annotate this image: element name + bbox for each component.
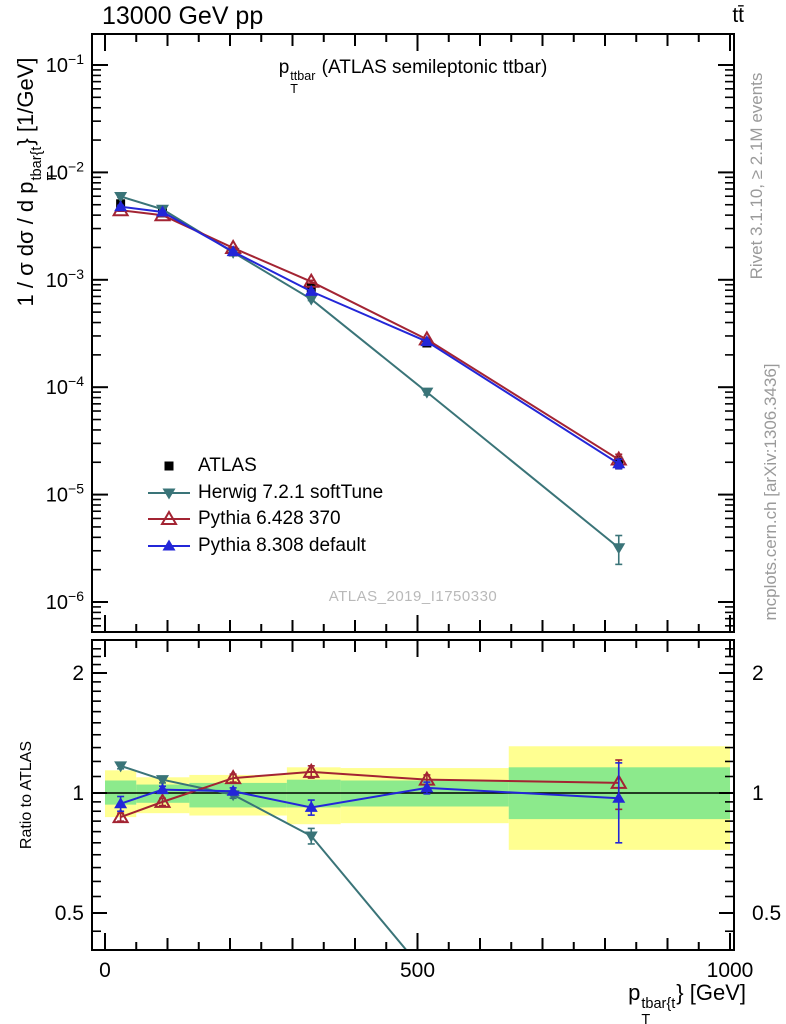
x-tick-label: 500 [400,959,435,982]
rivet-version-note: Rivet 3.1.10, ≥ 2.1M events [747,72,766,280]
observable-title-sub: T [290,82,298,97]
series-main [111,201,628,467]
header-beam-title: 13000 GeV pp [102,2,264,30]
y-tick-label: 10−2 [46,158,84,184]
observable-title-rest: (ATLAS semileptonic ttbar) [316,57,548,78]
y-tick-label: 10−3 [46,266,84,292]
x-tick-label: 0 [99,959,111,982]
ratio-tick-label-left: 1 [72,782,84,805]
legend-marker-triangle-up-filled [148,539,190,551]
series-main [116,199,624,470]
y-tick-label: 10−1 [46,51,84,77]
legend-item: ATLAS [146,453,383,480]
series-main [114,200,626,470]
main-y-axis-label: 1 / σ dσ / d p tbar{t T} [1/GeV] [13,57,61,307]
legend-item-label: Pythia 6.428 370 [198,508,341,530]
ratio-tick-label-left: 2 [72,662,84,685]
analysis-watermark: ATLAS_2019_I1750330 [328,588,498,605]
observable-title-base: p [278,57,290,78]
uncertainty-bands [105,746,730,850]
legend-item-label: Pythia 8.308 default [198,534,366,556]
ratio-tick-label-right: 1 [752,782,764,805]
legend-item: Pythia 8.308 default [146,533,383,560]
legend-marker-square-filled [164,461,174,471]
legend-item-label: Herwig 7.2.1 softTune [198,481,384,503]
ratio-tick-label-right: 2 [752,662,764,685]
legend-item: Pythia 6.428 370 [146,506,383,533]
header-process-label: tt̄ [732,4,744,27]
x-axis-label: p tbar{t T} [GeV] [628,980,746,1024]
legend-item-label: ATLAS [198,455,257,477]
ratio-y-axis-label: Ratio to ATLAS [18,740,35,850]
observable-title: p ttbar T (ATLAS semileptonic ttbar) [92,57,734,96]
series-ratio [114,762,626,844]
y-tick-label: 10−6 [46,588,84,614]
y-tick-label: 10−5 [46,481,84,507]
x-tick-label: 1000 [707,959,754,982]
ratio-tick-label-left: 0.5 [55,902,84,925]
legend-marker-triangle-down-filled [148,488,190,500]
y-tick-label: 10−4 [46,373,84,399]
main-panel-frame [91,33,735,633]
mcplots-note: mcplots.cern.ch [arXiv:1306.3436] [761,363,780,621]
legend: ATLAS Herwig 7.2.1 softTune Pythia 6.428 3… [146,453,383,559]
legend-item: Herwig 7.2.1 softTune [146,480,383,507]
ratio-tick-label-right: 0.5 [752,902,781,925]
observable-title-sup: ttbar [290,68,316,83]
ratio-panel-frame [91,639,735,951]
legend-marker-triangle-up-open [148,510,190,526]
